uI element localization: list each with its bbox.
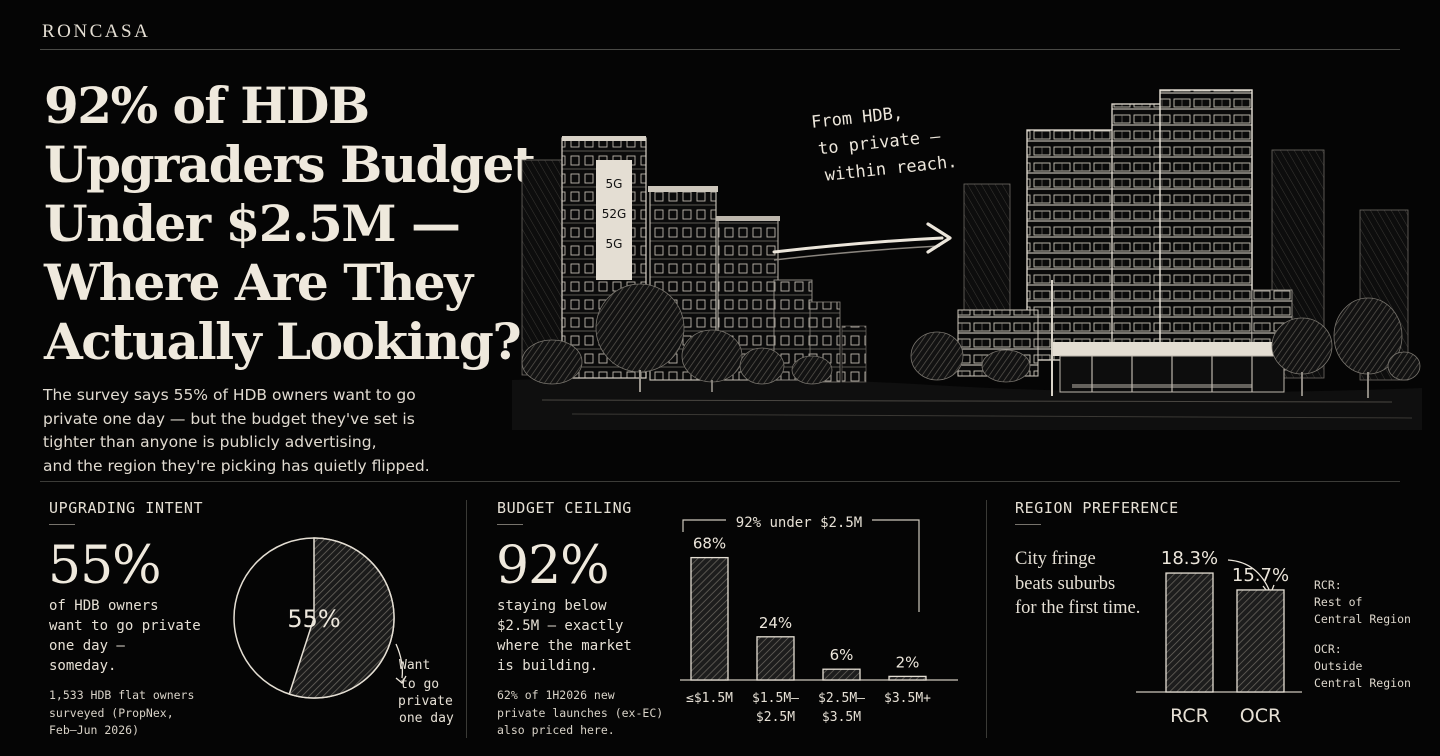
intro-line: The survey says 55% of HDB owners want t…: [43, 386, 416, 404]
region-copy-line: for the first time.: [1015, 598, 1141, 618]
bar-value-label: 18.3%: [1161, 548, 1218, 569]
legend-ocr: OCR: Outside Central Region: [1314, 641, 1411, 692]
intent-description: of HDB owners want to go private one day…: [49, 596, 201, 676]
intent-pie-chart: 55% Want to go private one day: [233, 537, 454, 726]
budget-desc-line: where the market: [497, 638, 632, 654]
bar-value-label: 68%: [693, 535, 726, 553]
budget-big-stat: 92%: [496, 536, 610, 596]
headline-line: Actually Looking?: [44, 312, 522, 371]
section-separator: [466, 500, 467, 738]
pie-slice-want-private: [288, 537, 395, 699]
pie-note-line: Want: [399, 658, 430, 673]
bar-$1.5M–$2.5M: [756, 636, 795, 681]
legend-rcr: RCR: Rest of Central Region: [1314, 577, 1411, 628]
bar-category-label: $2.5M: [756, 710, 795, 725]
legend-line: Outside: [1314, 659, 1363, 673]
intent-desc-line: of HDB owners: [49, 598, 159, 614]
headline: 92% of HDB Upgraders Budget Under $2.5M …: [44, 76, 536, 371]
headline-line: Where Are They: [44, 253, 473, 312]
hero-illustration: 5G 52G 5G: [512, 89, 1422, 430]
hdb-block-sign: 5G 52G 5G: [602, 177, 627, 251]
header-divider: [40, 49, 1400, 50]
budget-desc-line: is building.: [497, 658, 599, 674]
intro-line: private one day — but the budget they've…: [43, 409, 415, 428]
region-copy-line: beats suburbs: [1015, 573, 1116, 594]
budget-label-underline: [497, 524, 523, 525]
pie-note-line: one day: [399, 711, 454, 726]
pie-note-line: private: [398, 694, 453, 709]
headline-line: Upgraders Budget: [44, 135, 536, 194]
bar-category-label: OCR: [1240, 705, 1281, 727]
legend-line: Central Region: [1314, 612, 1411, 626]
hdb-sign-text: 5G: [606, 177, 623, 191]
region-copy-line: City fringe: [1015, 549, 1096, 569]
pie-center-label: 55%: [287, 605, 340, 633]
budget-bracket-label: 92% under $2.5M: [736, 515, 862, 531]
bar-category-label: RCR: [1170, 705, 1209, 727]
region-section-label: REGION PREFERENCE: [1015, 499, 1179, 517]
hdb-sign-text: 5G: [606, 237, 623, 251]
headline-line: Under $2.5M —: [44, 194, 461, 253]
budget-section-label: BUDGET CEILING: [497, 499, 632, 517]
legend-line: OCR:: [1314, 642, 1342, 656]
budget-fine-line: also priced here.: [497, 723, 615, 737]
bar-category-label: $2.5M–: [818, 691, 865, 706]
headline-line: 92% of HDB: [44, 76, 370, 135]
bar-$3.5M+: [888, 675, 927, 681]
budget-desc-line: $2.5M — exactly: [497, 618, 624, 634]
bar-category-label: $3.5M: [822, 710, 861, 725]
bar-$2.5M–$3.5M: [822, 668, 861, 681]
budget-description: staying below $2.5M — exactly where the …: [497, 596, 632, 676]
bar-value-label: 24%: [759, 614, 792, 632]
bar-value-label: 2%: [896, 653, 920, 671]
intent-desc-line: one day —: [49, 638, 125, 654]
bar-OCR: [1236, 589, 1285, 693]
budget-bar-chart: 92% under $2.5M 68% ≤$1.5M 24% $1.5M– $2.5M 6…: [680, 515, 958, 725]
brand-logo: RONCASA: [42, 21, 151, 42]
legend-line: RCR:: [1314, 578, 1342, 592]
pie-note-line: to go: [400, 677, 439, 692]
budget-fine-line: private launches (ex-EC): [497, 705, 664, 720]
section-divider: [40, 481, 1400, 482]
legend-line: Central Region: [1314, 676, 1411, 690]
budget-source-note: 62% of 1H2026 new private launches (ex-E…: [497, 687, 663, 740]
bar-RCR: [1165, 572, 1214, 693]
bar-category-label: $3.5M+: [884, 691, 931, 706]
hero-handwritten-note: From HDB, to private — within reach.: [810, 95, 959, 190]
budget-fine-line: 62% of 1H2026 new: [497, 688, 615, 702]
bar-category-label: $1.5M–: [752, 691, 799, 706]
intro-paragraph: The survey says 55% of HDB owners want t…: [43, 384, 463, 478]
intent-fine-line: Feb–Jun 2026): [49, 723, 140, 737]
intent-big-stat: 55%: [48, 536, 162, 596]
bar-≤$1.5M: [690, 556, 729, 681]
section-separator: [986, 500, 987, 738]
region-label-underline: [1015, 524, 1041, 525]
legend-line: Rest of: [1314, 595, 1363, 609]
hdb-sign-text: 52G: [602, 207, 627, 221]
pie-note-arrow: [395, 643, 404, 679]
intro-line: and the region they're picking has quiet…: [43, 456, 430, 475]
bar-category-label: ≤$1.5M: [686, 691, 733, 706]
intent-source-note: 1,533 HDB flat owners surveyed (PropNex,…: [49, 687, 194, 740]
intent-fine-line: 1,533 HDB flat owners: [49, 688, 195, 702]
region-bar-chart: 18.3% RCR 15.7% OCR: [1136, 548, 1302, 727]
intent-desc-line: want to go private: [49, 618, 201, 634]
intent-label-underline: [49, 524, 75, 525]
budget-desc-line: staying below: [497, 598, 607, 614]
region-trend-arrow: [1227, 559, 1271, 593]
region-description: City fringe beats suburbs for the first …: [1015, 547, 1140, 621]
bar-value-label: 15.7%: [1232, 565, 1289, 586]
intro-line: tighter than anyone is publicly advertis…: [43, 433, 377, 451]
bar-value-label: 6%: [830, 646, 854, 664]
intent-fine-line: surveyed (PropNex,: [49, 705, 174, 720]
intent-desc-line: someday.: [49, 658, 117, 674]
budget-bracket: [682, 519, 920, 612]
intent-section-label: UPGRADING INTENT: [49, 499, 204, 517]
